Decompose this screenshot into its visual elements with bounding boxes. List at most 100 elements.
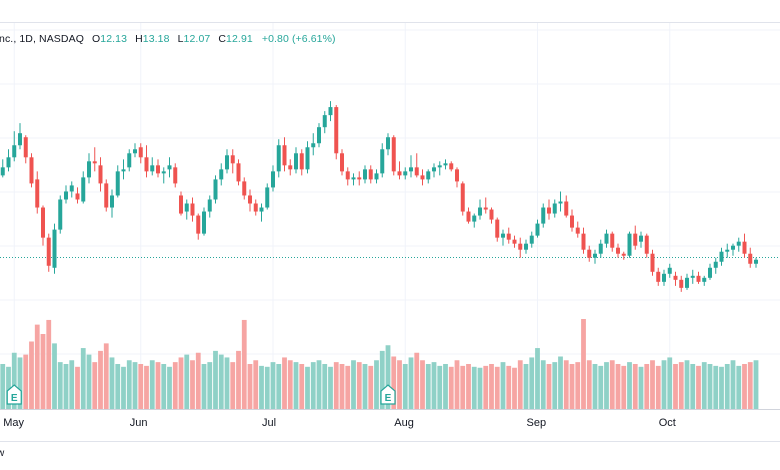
x-tick-label: Jun — [129, 417, 148, 429]
candle-body — [443, 163, 448, 166]
candle-body — [282, 145, 287, 166]
candle-body — [391, 137, 396, 172]
low-label: L — [177, 33, 184, 45]
volume-bar — [230, 362, 236, 409]
volume-bar — [604, 362, 609, 409]
candle-body — [478, 207, 482, 216]
volume-bar — [161, 364, 167, 409]
volume-bar — [57, 362, 63, 409]
volume-bar — [500, 362, 506, 409]
volume-bar — [299, 364, 305, 409]
volume-bar — [213, 350, 218, 409]
volume-bar — [632, 364, 638, 409]
candle-body — [92, 161, 97, 164]
volume-bar — [184, 354, 190, 409]
candle-body — [506, 233, 511, 240]
volume-bar — [592, 364, 598, 409]
volume-bar — [63, 364, 69, 409]
candle-body — [725, 249, 730, 252]
candle-body — [518, 243, 523, 250]
candle-body — [334, 107, 339, 154]
candle-body — [110, 195, 114, 208]
volume-bar — [385, 345, 391, 409]
volume-bar — [356, 362, 362, 409]
candle-body — [512, 239, 517, 244]
candle-body — [144, 157, 149, 172]
volume-bar — [92, 362, 98, 409]
volume-bar — [408, 357, 414, 409]
volume-bar — [374, 360, 379, 409]
candle-body — [276, 145, 281, 172]
volume-bar — [489, 364, 494, 409]
candle-body — [547, 207, 551, 214]
candle-body — [437, 165, 442, 168]
high-value: 13.18 — [142, 33, 170, 45]
candle-body — [23, 137, 28, 158]
volume-bar — [443, 364, 448, 409]
candle-body — [150, 165, 155, 172]
volume-bar — [454, 360, 460, 409]
candle-body — [662, 273, 666, 282]
volume-bar — [747, 362, 753, 409]
volume-bar — [644, 364, 650, 409]
candle-body — [345, 171, 350, 180]
volume-bar — [201, 364, 207, 409]
candle-body — [6, 157, 11, 168]
candle-body — [236, 163, 241, 182]
volume-bar — [333, 362, 339, 409]
volume-bar — [69, 360, 75, 409]
volume-bar — [167, 366, 172, 409]
volume-bar — [598, 365, 604, 409]
candle-body — [357, 177, 362, 180]
candle-body — [305, 147, 310, 170]
candle-body — [552, 203, 557, 214]
open-value: 12.13 — [100, 33, 128, 45]
volume-bar — [270, 362, 276, 409]
volume-bar — [328, 366, 333, 409]
footer-text: w — [0, 448, 5, 459]
candle-body — [673, 275, 678, 280]
candle-body — [58, 199, 63, 230]
candle-body — [679, 279, 684, 288]
volume-bar — [46, 319, 52, 409]
volume-bar — [132, 362, 138, 409]
candle-body — [41, 207, 45, 238]
volume-bar — [0, 364, 6, 409]
candle-body — [708, 267, 712, 278]
volume-bar — [75, 366, 80, 409]
candle-body — [685, 277, 689, 288]
candle-body — [161, 171, 166, 174]
candle-body — [0, 167, 5, 176]
volume-bar — [742, 364, 747, 409]
candle-body — [420, 175, 425, 180]
volume-bar — [224, 357, 230, 409]
candle-body — [460, 183, 465, 212]
candle-body — [121, 169, 126, 172]
candle-body — [299, 153, 304, 170]
volume-bar — [310, 362, 316, 409]
candle-body — [248, 195, 252, 204]
volume-bar — [52, 343, 57, 409]
volume-bars — [0, 319, 759, 409]
close-label: C — [218, 33, 227, 45]
candle-body — [271, 171, 275, 188]
volume-bar — [563, 360, 569, 409]
candle-body — [64, 191, 68, 200]
volume-bar — [391, 356, 397, 409]
candle-body — [489, 209, 494, 220]
volume-bar — [655, 365, 661, 409]
candle-body — [644, 235, 649, 254]
volume-bar — [466, 364, 471, 409]
volume-bar — [690, 364, 696, 409]
bottom-border — [0, 441, 780, 442]
volume-bar — [506, 365, 512, 409]
candle-body — [449, 163, 454, 170]
candle-body — [363, 169, 367, 180]
candle-body — [748, 253, 753, 264]
volume-bar — [253, 360, 259, 409]
high-label: H — [135, 33, 143, 45]
volume-bar — [345, 365, 351, 409]
candle-body — [524, 243, 528, 250]
candle-body — [432, 167, 436, 172]
